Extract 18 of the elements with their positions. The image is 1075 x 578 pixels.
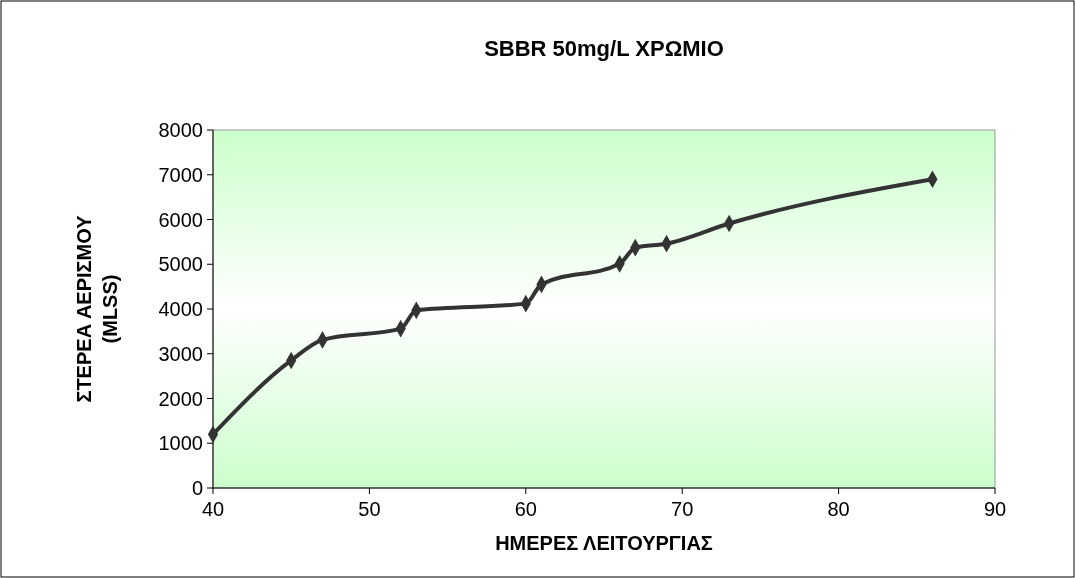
x-tick-label: 90 (983, 498, 1007, 520)
y-tick-label: 5000 (158, 253, 203, 276)
y-tick-label: 1000 (158, 432, 203, 455)
chart-title: SBBR 50mg/L ΧΡΩΜΙΟ (484, 36, 724, 61)
x-axis-title: ΗΜΕΡΕΣ ΛΕΙΤΟΥΡΓΙΑΣ (495, 532, 713, 554)
y-tick-label: 8000 (158, 119, 203, 141)
y-tick-label: 2000 (158, 387, 203, 410)
y-tick-label: 4000 (158, 298, 203, 320)
y-tick-label: 0 (191, 477, 203, 499)
y-axis-title: ΣΤΕΡΕΑ ΑΕΡΙΣΜΟΥ (MLSS) (73, 214, 121, 403)
x-tick-label: 60 (514, 498, 537, 520)
y-tick-label: 6000 (158, 208, 203, 231)
x-tick-label: 50 (358, 498, 381, 520)
x-tick-label: 80 (827, 498, 850, 520)
x-tick-label: 40 (201, 498, 225, 520)
x-tick-label: 70 (671, 498, 694, 520)
y-tick-label: 3000 (158, 342, 203, 365)
y-tick-label: 7000 (158, 163, 203, 186)
